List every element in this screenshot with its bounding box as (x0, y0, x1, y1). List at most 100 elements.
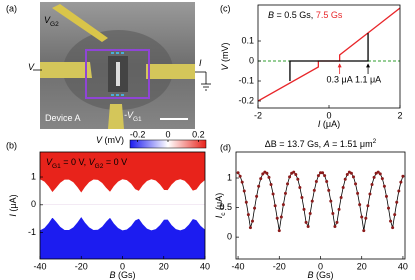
x-tick-label: 20 (159, 261, 169, 271)
data-point (296, 177, 300, 181)
y-axis-label: I (μA) (8, 194, 18, 216)
plot-area (236, 170, 405, 233)
data-point (253, 206, 257, 210)
text-part: Device A (45, 113, 81, 123)
data-point (236, 171, 240, 175)
data-point (360, 215, 364, 219)
data-point (337, 207, 341, 211)
y-tick-label: -1 (28, 227, 36, 237)
data-point (308, 211, 312, 215)
x-tick-label: 0 (326, 110, 331, 120)
data-point (302, 207, 306, 211)
data-point (269, 183, 273, 187)
text-part: V (44, 15, 51, 25)
text-part: = 0 V, (61, 157, 89, 167)
panel-letter: (b) (6, 140, 17, 150)
colorbar-tick-label: 0.2 (192, 129, 205, 139)
text-part: (μA) (320, 119, 340, 129)
x-tick-label: -40 (33, 261, 46, 271)
text-part: V (220, 64, 230, 71)
text-part: B (109, 270, 115, 280)
gate-lead (108, 104, 124, 129)
data-point (387, 206, 391, 210)
data-point (382, 184, 386, 188)
plot-area (258, 7, 400, 102)
critical-boundary (40, 179, 205, 195)
x-tick-label: 2 (397, 110, 402, 120)
data-point (242, 189, 246, 193)
x-axis-label: I (μA) (318, 119, 340, 129)
lead-label: -VG1 (124, 110, 142, 123)
colorbar-label: V (mV) (96, 135, 124, 145)
y-tick-label: 0 (249, 55, 254, 65)
chart-title: ΔB = 13.7 Gs, A = 1.51 μm2 (265, 138, 377, 149)
data-point (314, 180, 318, 184)
x-tick-label: 20 (357, 261, 367, 271)
x-tick-label: 40 (200, 261, 210, 271)
data-point (378, 172, 382, 176)
x-axis-label: B (Gs) (307, 270, 333, 280)
lead-label: VG2 (44, 15, 59, 28)
data-point (399, 180, 403, 184)
data-point (246, 213, 250, 217)
data-point (343, 177, 347, 181)
text-part: = 1.51 μm (330, 139, 373, 149)
y-tick-label: 0.5 (219, 202, 232, 212)
data-point (331, 211, 335, 215)
text-part: V (28, 62, 35, 72)
x-tick-label: -40 (232, 261, 245, 271)
data-point (329, 199, 333, 203)
plot-frame (257, 4, 401, 109)
data-point (271, 192, 275, 196)
text-part: V (46, 157, 53, 167)
panel-letter: (c) (220, 3, 231, 13)
data-point (349, 171, 353, 175)
y-tick-label: 0 (31, 199, 36, 209)
data-point (339, 196, 343, 200)
x-axis-label: B (Gs) (109, 270, 135, 280)
data-point (401, 174, 405, 178)
data-point (304, 220, 308, 224)
data-point (335, 220, 339, 224)
data-point (259, 177, 263, 181)
y-tick-label: -0.2 (238, 95, 254, 105)
text-part: -V (124, 110, 134, 120)
text-part: V (96, 135, 103, 145)
data-point (310, 199, 314, 203)
y-axis-label: Ic (μA) (214, 193, 227, 218)
text-part: (mV) (102, 135, 124, 145)
text-part: ΔB = 13.7 Gs, (265, 139, 324, 149)
text-part: (mV) (220, 42, 230, 64)
x-tick-label: 40 (398, 261, 408, 271)
data-point (368, 192, 372, 196)
text-part: (Gs) (116, 270, 136, 280)
fit-line (237, 171, 404, 231)
data-point (288, 175, 292, 179)
gate-lead (52, 4, 108, 42)
text-part: I (199, 58, 202, 68)
legend-separator: , (311, 10, 316, 20)
data-point (345, 172, 349, 176)
x-tick-label: -20 (75, 261, 88, 271)
text-part: A (323, 139, 330, 149)
data-point (261, 172, 265, 176)
colorbar-tick-label: 0 (165, 129, 170, 139)
voltage-lead (40, 62, 92, 78)
colorbar-tick-label: -0.2 (130, 129, 146, 139)
data-point (248, 226, 252, 230)
text-part: V (89, 157, 96, 167)
weak-link (116, 62, 120, 86)
data-point (240, 180, 244, 184)
colormap-fill (40, 204, 205, 230)
text-part: I (214, 215, 224, 218)
panel-letter: (d) (220, 142, 231, 152)
data-point (372, 175, 376, 179)
data-point (366, 204, 370, 208)
data-point (298, 185, 302, 189)
data-point (364, 216, 368, 220)
data-point (238, 174, 242, 178)
text-part: I (8, 214, 18, 217)
data-point (321, 171, 325, 175)
y-tick-label: 0.1 (241, 35, 254, 45)
